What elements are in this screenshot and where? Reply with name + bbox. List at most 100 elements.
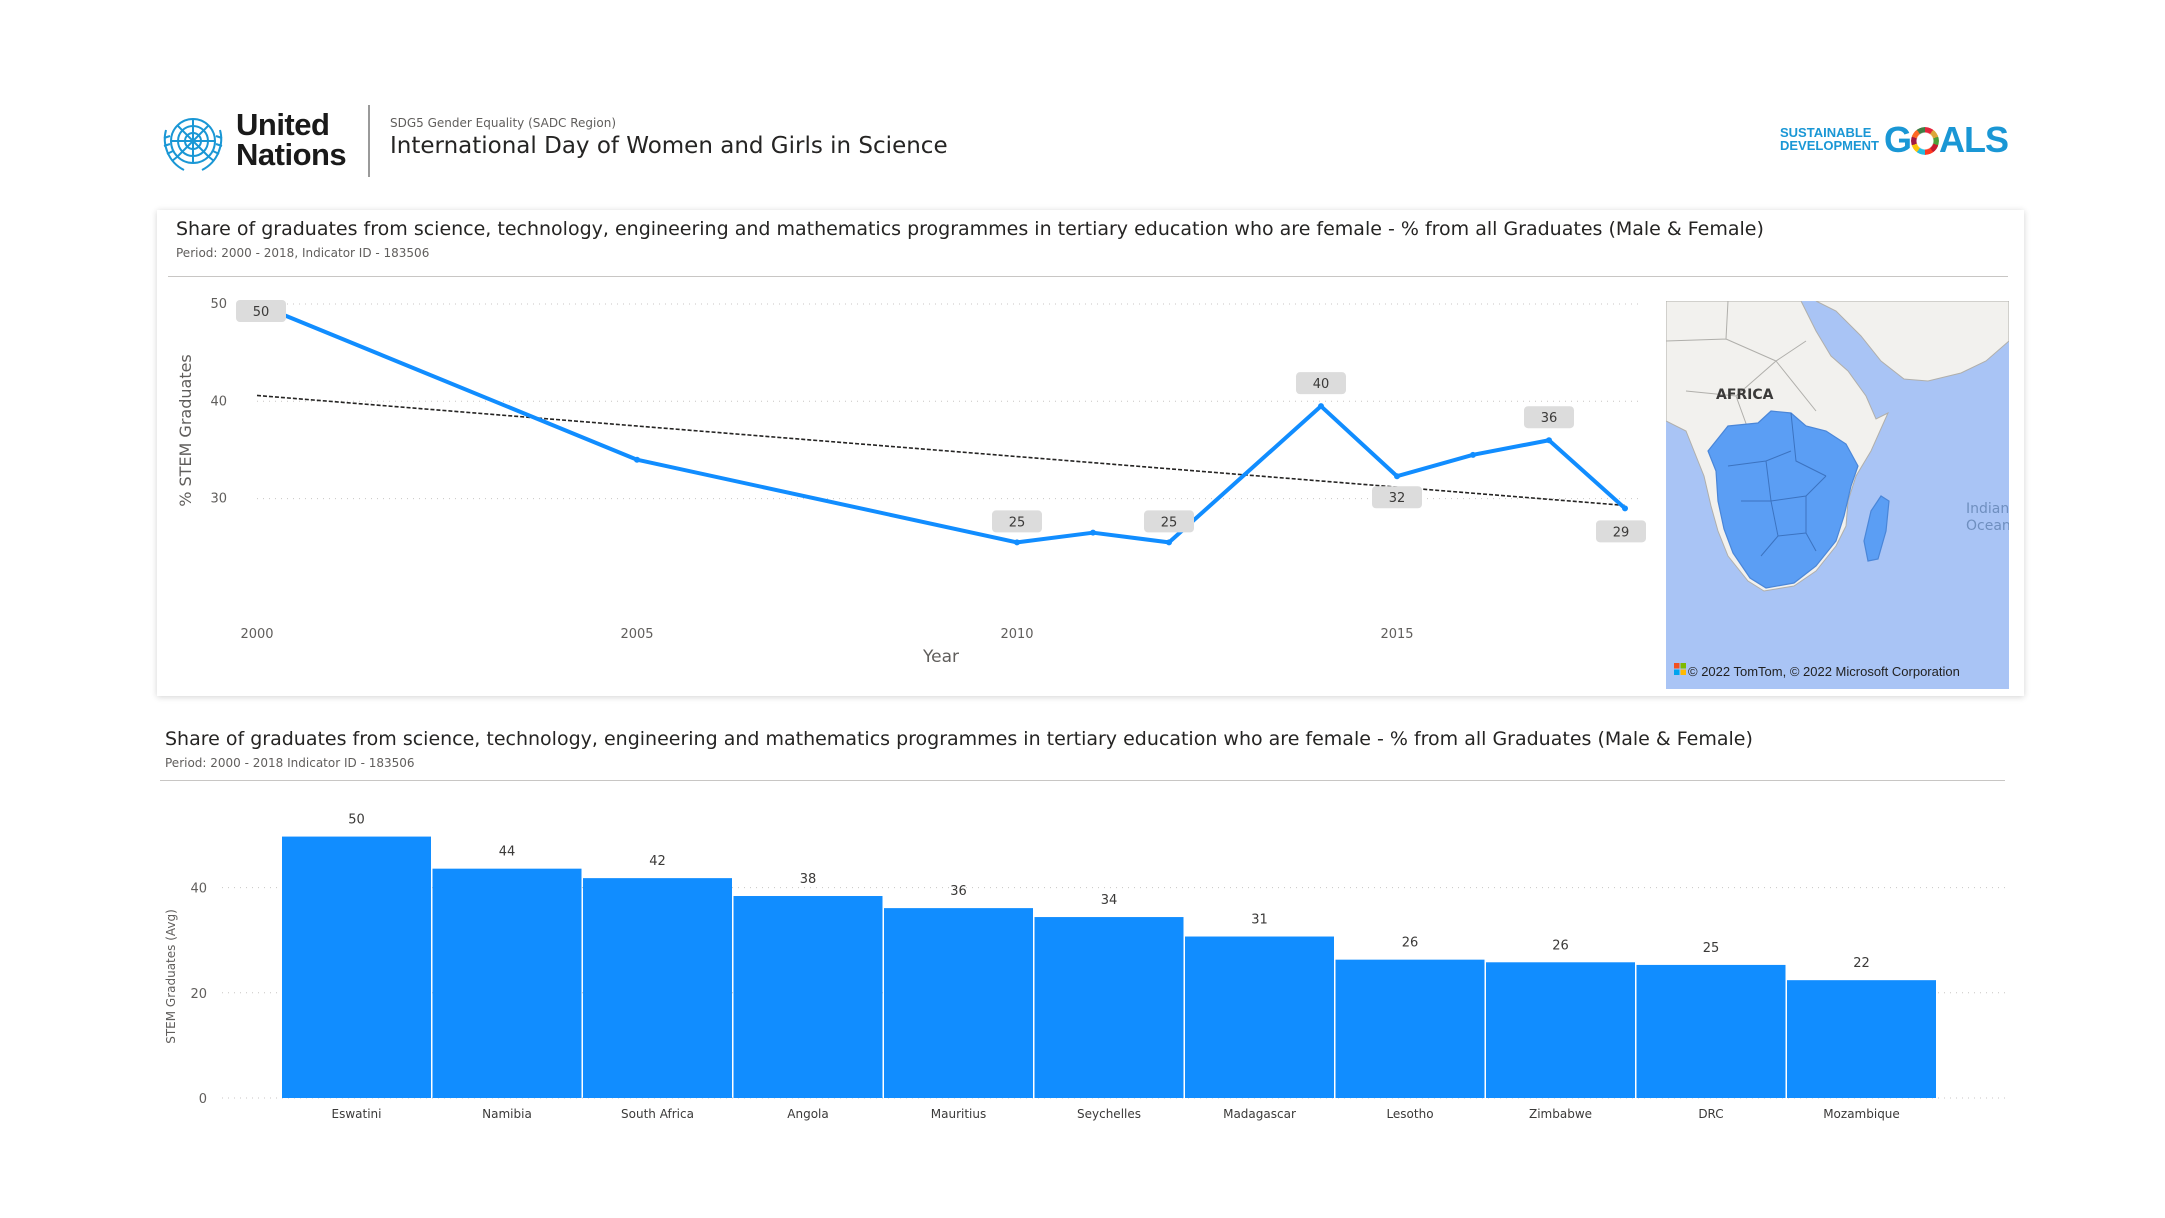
line-chart-divider	[168, 276, 2008, 277]
bar-chart-data-label: 38	[800, 872, 817, 887]
bar-chart-bar	[1636, 964, 1786, 1098]
bar-chart-category-label: Eswatini	[332, 1107, 382, 1121]
line-chart-point	[1546, 437, 1552, 444]
bar-chart-category-label: Seychelles	[1077, 1107, 1141, 1121]
report-subtitle: SDG5 Gender Equality (SADC Region)	[390, 116, 617, 130]
bar-chart-y-tick: 20	[190, 987, 207, 1002]
un-emblem-icon	[163, 118, 223, 171]
bar-chart-data-label: 34	[1101, 893, 1118, 908]
line-chart-point	[1090, 529, 1096, 536]
line-chart-data-label: 29	[1613, 525, 1630, 540]
line-chart-data-label: 25	[1161, 515, 1178, 530]
bar-chart-bar	[733, 896, 883, 1098]
line-chart-data-label-bg	[236, 300, 286, 322]
map-arabia	[1815, 301, 2009, 382]
line-chart-data-label-bg	[1372, 486, 1422, 509]
bar-chart-bar	[1335, 959, 1485, 1098]
bar-chart-bar	[884, 908, 1033, 1098]
line-chart-title: Share of graduates from science, technol…	[176, 218, 1764, 240]
sdg-logo-g: G	[1884, 119, 1912, 160]
bar-chart-category-label: Angola	[787, 1107, 828, 1121]
bar-chart-data-label: 50	[348, 813, 365, 828]
report-header: United Nations SDG5 Gender Equality (SAD…	[160, 100, 2020, 180]
bar-chart-category-label: Madagascar	[1223, 1107, 1296, 1121]
bar-chart-bar	[1185, 936, 1334, 1098]
line-chart-data-label-bg	[992, 510, 1042, 533]
line-chart-data-label: 25	[1009, 515, 1026, 530]
line-chart-data-label: 32	[1389, 491, 1406, 506]
sdg-logo-line2: DEVELOPMENT	[1780, 138, 1879, 153]
bar-chart-bar	[1034, 917, 1184, 1098]
line-chart-point	[1394, 473, 1400, 480]
bar-chart-y-tick: 40	[190, 882, 207, 897]
bar-chart-subtitle: Period: 2000 - 2018 Indicator ID - 18350…	[165, 756, 415, 770]
bar-chart-category-label: Namibia	[482, 1107, 532, 1121]
africa-map[interactable]: AFRICA Indian Ocean © 2022 TomTom, © 202…	[1666, 301, 2009, 689]
line-chart[interactable]: 30 40 50 2000 2005 2010 2015 Year % STEM Graduat…	[157, 280, 1657, 680]
map-attribution: © 2022 TomTom, © 2022 Microsoft Corporat…	[1688, 664, 1960, 679]
bar-chart-category-label: DRC	[1698, 1107, 1723, 1121]
map-region-label: AFRICA	[1716, 387, 1774, 403]
bar-chart-category-label: Mauritius	[931, 1107, 986, 1121]
sdg-logo-small-text: SUSTAINABLE DEVELOPMENT	[1780, 126, 1879, 152]
line-chart-data-label: 36	[1541, 411, 1558, 426]
line-chart-point	[1014, 539, 1020, 546]
bar-chart-data-label: 42	[649, 854, 666, 869]
line-chart-data-label-bg	[1524, 406, 1574, 429]
header-divider	[368, 105, 370, 177]
sdg-wheel-icon	[1911, 127, 1940, 155]
bar-chart-data-label: 31	[1251, 913, 1268, 928]
bar-chart-data-label: 22	[1853, 956, 1870, 971]
line-chart-subtitle: Period: 2000 - 2018, Indicator ID - 1835…	[176, 246, 430, 260]
line-chart-point	[1166, 539, 1172, 546]
map-sadc-borders	[1727, 412, 1827, 557]
map-borders	[1666, 301, 1817, 452]
bar-chart-data-label: 25	[1703, 941, 1720, 956]
line-chart-data-label-bg	[1296, 372, 1346, 395]
line-chart-data-label-bg	[1144, 510, 1194, 533]
map-ocean-label-1: Indian	[1966, 501, 2009, 517]
un-wordmark-line1: United	[236, 107, 330, 142]
sdg-logo-line1: SUSTAINABLE	[1780, 125, 1872, 140]
bar-chart[interactable]: 0 20 40 STEM Graduates (Avg) 50 Eswatini 44 Nam…	[157, 790, 2027, 1135]
bar-chart-category-label: Mozambique	[1823, 1107, 1900, 1121]
line-chart-y-axis-title: % STEM Graduates	[176, 354, 195, 507]
bar-chart-bar	[282, 836, 431, 1098]
bar-chart-title: Share of graduates from science, technol…	[165, 728, 1753, 750]
line-chart-series-line	[255, 302, 1627, 545]
line-chart-x-tick: 2015	[1380, 627, 1413, 642]
sdg-logo-goals: G ALS	[1884, 119, 2009, 160]
bar-chart-data-label: 26	[1552, 938, 1569, 953]
bar-chart-category-label: Lesotho	[1386, 1107, 1433, 1121]
line-chart-x-tick: 2000	[240, 627, 273, 642]
map-graphic: AFRICA Indian Ocean	[1666, 301, 2009, 689]
line-chart-data-label-bg	[1596, 520, 1646, 543]
bar-chart-bar	[1486, 962, 1635, 1098]
line-chart-data-label: 50	[253, 305, 270, 320]
bar-chart-category-label: Zimbabwe	[1529, 1107, 1592, 1121]
line-chart-x-axis-title: Year	[922, 647, 959, 667]
line-chart-x-tick: 2010	[1000, 627, 1033, 642]
line-chart-point	[1622, 505, 1628, 512]
bar-chart-data-label: 36	[950, 884, 967, 899]
line-chart-point	[1470, 451, 1476, 458]
line-chart-y-tick: 50	[210, 297, 227, 312]
bar-chart-data-label: 44	[499, 845, 516, 860]
bar-chart-category-label: South Africa	[621, 1107, 694, 1121]
line-chart-x-tick: 2005	[620, 627, 653, 642]
bar-chart-bar	[1787, 980, 1936, 1098]
report-title: International Day of Women and Girls in …	[390, 133, 948, 159]
line-chart-point	[634, 456, 640, 463]
bar-chart-y-axis-title: STEM Graduates (Avg)	[164, 909, 178, 1044]
line-chart-y-tick: 30	[210, 492, 227, 507]
bar-chart-bar	[583, 878, 732, 1098]
sdg-logo-als: ALS	[1939, 119, 2009, 160]
bar-chart-divider	[160, 780, 2005, 781]
map-madagascar	[1863, 495, 1890, 562]
line-chart-data-label: 40	[1313, 377, 1330, 392]
line-chart-point	[1318, 403, 1324, 410]
microsoft-logo-icon	[1674, 663, 1686, 675]
un-wordmark-line2: Nations	[236, 137, 347, 172]
line-chart-y-tick: 40	[210, 394, 227, 409]
bar-chart-bar	[432, 868, 582, 1098]
